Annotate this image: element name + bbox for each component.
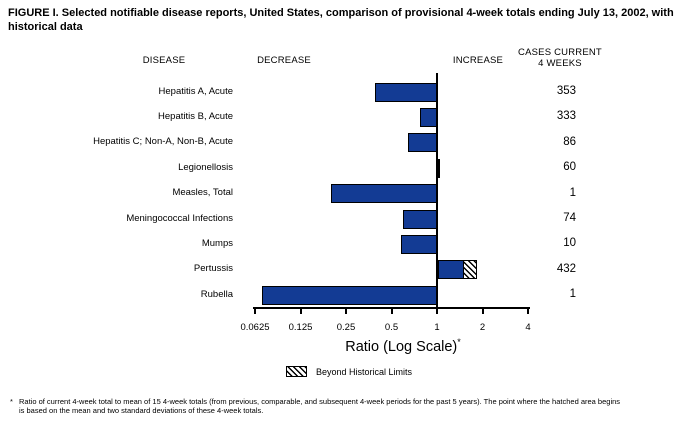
disease-label: Hepatitis C; Non-A, Non-B, Acute — [93, 136, 233, 148]
disease-label: Hepatitis B, Acute — [158, 110, 233, 122]
ratio-bar — [438, 158, 440, 178]
ratio-bar — [375, 82, 438, 102]
figure-title: FIGURE I. Selected notifiable disease re… — [8, 6, 696, 34]
baseline-ratio-1-line — [436, 73, 438, 308]
x-axis-title-text: Ratio (Log Scale) — [345, 338, 458, 355]
cases-current-value: 74 — [563, 212, 576, 224]
x-axis-tick-label: 0.125 — [288, 322, 313, 333]
x-axis-tick-label: 0.5 — [384, 322, 399, 333]
legend: Beyond Historical Limits — [286, 366, 412, 377]
cases-current-value: 10 — [563, 237, 576, 250]
hatched-swatch-icon — [286, 366, 307, 377]
x-axis-title-asterisk: * — [457, 337, 461, 347]
footnote-line1: Ratio of current 4-week total to mean of… — [19, 397, 621, 406]
x-axis-tick-label: 4 — [525, 322, 531, 333]
column-header-increase: INCREASE — [452, 55, 504, 66]
cases-current-value: 432 — [556, 262, 576, 275]
x-axis-tick-label: 0.0625 — [240, 322, 270, 333]
column-header-cases-current-4-weeks: CASES CURRENT 4 WEEKS — [518, 47, 602, 69]
x-axis-title: Ratio (Log Scale)* — [303, 337, 503, 355]
cases-current-value: 1 — [569, 186, 576, 199]
ratio-bar — [401, 234, 438, 254]
ratio-bar — [403, 209, 438, 229]
beyond-historical-limits-segment — [463, 260, 477, 280]
x-axis-tick — [527, 309, 529, 314]
column-header-decrease: DECREASE — [257, 55, 311, 66]
x-axis-tick-label: 2 — [479, 322, 486, 333]
ratio-bar — [331, 184, 438, 204]
footnote-marker: * — [10, 397, 13, 406]
x-axis-tick — [390, 309, 393, 314]
disease-label: Mumps — [201, 237, 233, 249]
footnote-line2: is based on the mean and two standard de… — [19, 406, 264, 415]
ratio-bar — [262, 285, 438, 305]
disease-label: Meningococcal Infections — [126, 212, 233, 224]
disease-label: Rubella — [200, 288, 233, 300]
x-axis-tick — [481, 309, 484, 314]
cases-current-value: 1 — [569, 288, 576, 301]
footnote-text: Ratio of current 4-week total to mean of… — [19, 397, 692, 415]
x-axis-line — [253, 307, 530, 309]
cases-current-value: 60 — [563, 161, 576, 174]
disease-label: Pertussis — [193, 263, 233, 275]
legend-label: Beyond Historical Limits — [316, 366, 413, 377]
column-header-disease: DISEASE — [142, 55, 186, 66]
ratio-bar — [407, 133, 438, 153]
x-axis-tick — [254, 309, 256, 314]
x-axis-tick-label: 0.25 — [336, 322, 356, 333]
cases-current-value: 86 — [563, 135, 576, 148]
x-axis-tick — [299, 309, 302, 314]
cases-current-value: 353 — [556, 85, 576, 97]
x-axis-tick-label: 1 — [434, 322, 440, 333]
figure-title-line2: historical data — [8, 21, 83, 33]
disease-label: Legionellosis — [178, 161, 233, 173]
disease-label: Measles, Total — [172, 187, 233, 199]
footnote: * Ratio of current 4-week total to mean … — [10, 397, 692, 415]
ratio-bar — [438, 260, 465, 280]
x-axis-tick — [345, 309, 347, 314]
disease-label: Hepatitis A, Acute — [158, 85, 233, 97]
cases-current-value: 333 — [556, 110, 576, 123]
x-axis-tick — [436, 309, 438, 314]
figure-title-line1: FIGURE I. Selected notifiable disease re… — [8, 7, 674, 19]
